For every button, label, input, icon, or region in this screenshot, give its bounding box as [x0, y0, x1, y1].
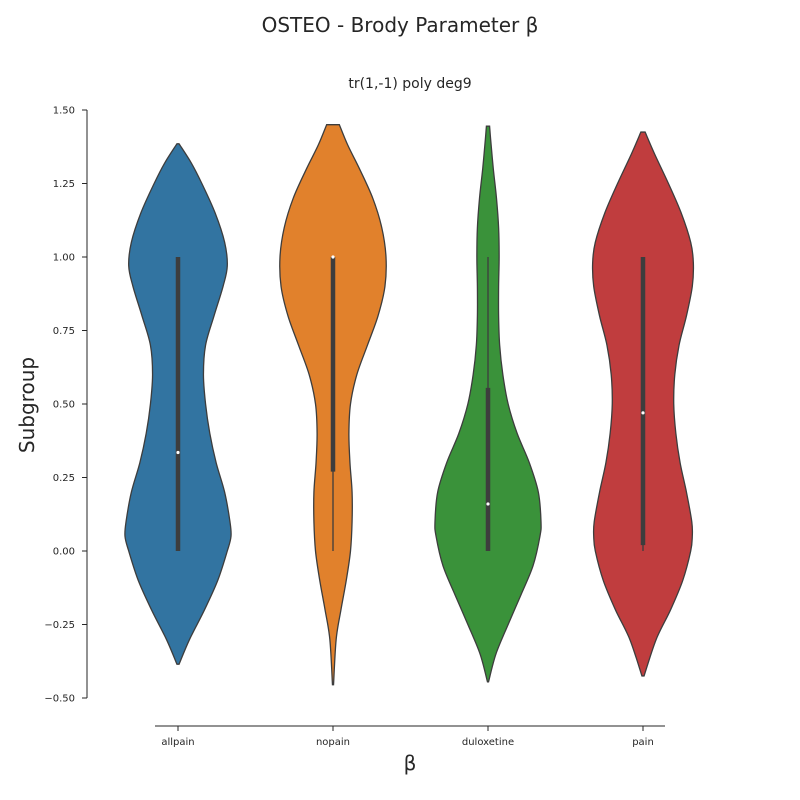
- y-tick-label: 0.25: [53, 473, 75, 484]
- violin-duloxetine: [434, 125, 542, 683]
- x-tick-label: allpain: [161, 737, 194, 748]
- violins-group: [124, 124, 695, 686]
- y-tick-label: −0.50: [44, 694, 75, 705]
- violin-median-pain: [641, 411, 645, 415]
- x-tick-label: nopain: [316, 737, 350, 748]
- x-axis: allpain nopain duloxetine pain: [155, 725, 665, 748]
- chart-title: OSTEO - Brody Parameter β: [262, 13, 539, 37]
- x-axis-label: β: [404, 751, 417, 775]
- x-tick-label: duloxetine: [462, 737, 514, 748]
- y-axis: −0.50 −0.25 0.00 0.25 0.50 0.75 1.00 1.25 1.50: [44, 106, 88, 705]
- y-tick-label: 0.50: [53, 400, 75, 411]
- violin-median-allpain: [176, 450, 180, 455]
- x-tick-label: pain: [632, 737, 654, 748]
- violin-nopain: [279, 124, 387, 686]
- y-tick-label: 1.25: [53, 179, 75, 190]
- y-tick-label: 0.75: [53, 326, 75, 337]
- chart-subtitle: tr(1,-1) poly deg9: [348, 76, 471, 92]
- y-axis-label: Subgroup: [15, 357, 39, 453]
- y-tick-label: −0.25: [44, 620, 75, 631]
- violin-pain: [591, 131, 695, 677]
- violin-median-duloxetine: [486, 502, 490, 506]
- y-tick-label: 1.00: [53, 253, 75, 264]
- y-tick-label: 1.50: [53, 106, 75, 117]
- violin-median-nopain: [331, 255, 335, 259]
- y-tick-label: 0.00: [53, 547, 75, 558]
- violin-allpain: [124, 143, 232, 665]
